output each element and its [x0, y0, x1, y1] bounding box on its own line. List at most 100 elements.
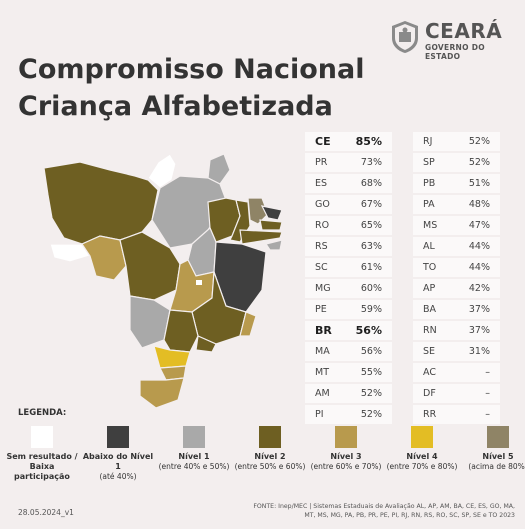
state-code: RJ	[423, 136, 433, 147]
table-row: TO 44%	[413, 258, 500, 277]
legend-swatch	[487, 426, 509, 448]
legend-item: Nível 5 (acima de 80%)	[462, 426, 525, 472]
state-code: RS	[315, 241, 328, 252]
table-row: ES 68%	[305, 174, 392, 193]
legend-item: Abaixo do Nível 1 (até 40%)	[82, 426, 154, 482]
legend-swatch	[411, 426, 433, 448]
table-row: MS 47%	[413, 216, 500, 235]
state-code: MS	[423, 220, 438, 231]
table-row: GO 67%	[305, 195, 392, 214]
state-percentage: 52%	[360, 409, 382, 420]
state-code: GO	[315, 199, 330, 210]
state-code: CE	[315, 135, 331, 148]
legend-range: (acima de 80%)	[468, 462, 525, 471]
legend-range: (entre 50% e 60%)	[234, 462, 306, 471]
state-percentage: 67%	[360, 199, 382, 210]
state-code: SC	[315, 262, 328, 273]
legend-label: Nível 2	[254, 452, 286, 461]
table-row: MA 56%	[305, 342, 392, 361]
map-state-ac	[49, 243, 91, 263]
ceara-logo: CEARÁ GOVERNO DO ESTADO	[390, 18, 515, 61]
state-percentage: 31%	[468, 346, 490, 357]
state-code: RR	[423, 409, 437, 420]
map-state-rn	[260, 205, 283, 221]
legend-range: (entre 40% e 50%)	[158, 462, 230, 471]
legend-swatch	[107, 426, 129, 448]
legend-label: Nível 3	[330, 452, 362, 461]
map-state-pr	[153, 345, 191, 369]
table-row: CE 85%	[305, 132, 392, 151]
state-code: PA	[423, 199, 435, 210]
legend-item: Nível 1 (entre 40% e 50%)	[158, 426, 230, 472]
state-percentage: 68%	[360, 178, 382, 189]
legend-item: Sem resultado / Baixa participação	[6, 426, 78, 482]
state-percentage: 48%	[468, 199, 490, 210]
table-row: RS 63%	[305, 237, 392, 256]
legend-range: (entre 70% e 80%)	[386, 462, 458, 471]
legend-label: Nível 5	[482, 452, 514, 461]
state-code: MG	[315, 283, 331, 294]
legend-swatch	[335, 426, 357, 448]
table-row: AC –	[413, 363, 500, 382]
map-state-es	[239, 311, 257, 337]
state-percentage: 37%	[468, 325, 490, 336]
state-percentage: –	[485, 367, 490, 378]
logo-brand: CEARÁ	[425, 19, 503, 43]
state-percentage: –	[485, 409, 490, 420]
state-code: AM	[315, 388, 330, 399]
title-line-2: Criança Alfabetizada	[18, 91, 333, 122]
state-code: PE	[315, 304, 327, 315]
state-code: PR	[315, 157, 328, 168]
state-percentage: 47%	[468, 220, 490, 231]
state-percentage: 59%	[360, 304, 382, 315]
table-row: AL 44%	[413, 237, 500, 256]
state-code: RN	[423, 325, 437, 336]
table-row: MG 60%	[305, 279, 392, 298]
legend-label: Sem resultado / Baixa participação	[6, 452, 78, 481]
state-code: AC	[423, 367, 436, 378]
state-code: ES	[315, 178, 328, 189]
state-percentage: 63%	[360, 241, 382, 252]
map-state-pb	[259, 219, 283, 231]
table-row: PB 51%	[413, 174, 500, 193]
table-row: PA 48%	[413, 195, 500, 214]
map-state-rj	[195, 335, 217, 353]
table-row: SC 61%	[305, 258, 392, 277]
legend-label: Nível 4	[406, 452, 438, 461]
state-percentage: 55%	[360, 367, 382, 378]
map-state-am	[43, 161, 159, 245]
state-code: MT	[315, 367, 329, 378]
map-state-ro	[81, 235, 127, 281]
brazil-map	[43, 153, 283, 409]
state-percentage: –	[485, 388, 490, 399]
table-row: RN 37%	[413, 321, 500, 340]
state-percentage: 52%	[468, 157, 490, 168]
legend-item: Nível 4 (entre 70% e 80%)	[386, 426, 458, 472]
state-code: DF	[423, 388, 436, 399]
state-code: PI	[315, 409, 324, 420]
state-percentage: 60%	[360, 283, 382, 294]
legend-swatch	[31, 426, 53, 448]
table-row: RO 65%	[305, 216, 392, 235]
table-row: AM 52%	[305, 384, 392, 403]
legend-item: Nível 3 (entre 60% e 70%)	[310, 426, 382, 472]
map-state-ap	[207, 153, 231, 185]
state-code: BR	[315, 324, 332, 337]
state-percentage: 52%	[360, 388, 382, 399]
state-percentage: 73%	[360, 157, 382, 168]
map-state-al	[265, 239, 283, 251]
results-table-right: RJ 52% SP 52% PB 51% PA 48% MS 47% AL 44% TO 44% AP 42%…	[413, 132, 500, 426]
logo-subtitle: GOVERNO DO ESTADO	[425, 43, 485, 61]
state-percentage: 56%	[355, 324, 382, 337]
state-code: RO	[315, 220, 330, 231]
state-code: BA	[423, 304, 437, 315]
legend-label: Abaixo do Nível 1	[82, 452, 154, 471]
state-percentage: 44%	[468, 262, 490, 273]
state-percentage: 85%	[355, 135, 382, 148]
table-row: SE 31%	[413, 342, 500, 361]
table-row: DF –	[413, 384, 500, 403]
table-row: BA 37%	[413, 300, 500, 319]
legend-swatch	[259, 426, 281, 448]
state-percentage: 61%	[360, 262, 382, 273]
legend-range: (entre 60% e 70%)	[310, 462, 382, 471]
